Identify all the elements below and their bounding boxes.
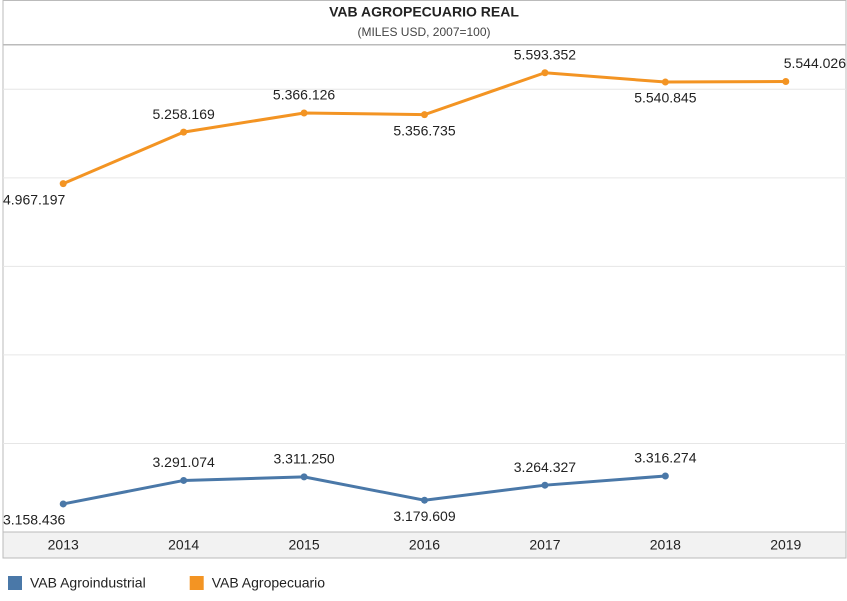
- data-point: [59, 180, 67, 188]
- x-tick-label: 2013: [48, 537, 79, 553]
- data-point: [541, 69, 549, 77]
- x-tick-label: 2015: [288, 537, 319, 553]
- legend-label: VAB Agroindustrial: [30, 575, 146, 591]
- data-point: [180, 476, 188, 484]
- x-tick-label: 2014: [168, 537, 199, 553]
- data-label: 5.258.169: [152, 106, 214, 122]
- legend-label: VAB Agropecuario: [212, 575, 326, 591]
- data-label: 3.311.250: [273, 451, 334, 467]
- data-label: 5.540.845: [634, 90, 696, 106]
- plot-area: [2, 44, 847, 533]
- data-label: 3.316.274: [634, 450, 696, 466]
- data-point: [661, 78, 669, 86]
- data-point: [782, 77, 790, 85]
- data-label: 3.264.327: [514, 459, 576, 475]
- chart-title: VAB AGROPECUARIO REAL: [329, 4, 519, 20]
- data-point: [421, 496, 428, 504]
- data-label: 5.366.126: [273, 87, 335, 103]
- x-axis-strip: [2, 531, 847, 559]
- data-point: [180, 128, 188, 136]
- x-tick-label: 2019: [770, 537, 801, 553]
- data-label: 5.544.026: [784, 55, 846, 71]
- legend-swatch: [8, 576, 22, 590]
- data-label: 5.593.352: [514, 46, 576, 62]
- data-point: [661, 472, 669, 480]
- x-tick-label: 2017: [529, 537, 560, 553]
- data-point: [59, 500, 67, 508]
- data-point: [300, 109, 308, 117]
- data-point: [421, 111, 428, 119]
- data-point: [300, 473, 308, 481]
- chart-subtitle: (MILES USD, 2007=100): [357, 25, 490, 39]
- x-tick-label: 2016: [409, 537, 440, 553]
- data-label: 3.158.436: [3, 512, 65, 528]
- series-line: [62, 474, 666, 506]
- data-label: 5.356.735: [393, 122, 455, 138]
- x-tick-label: 2018: [650, 537, 681, 553]
- data-point: [541, 481, 549, 489]
- data-label: 3.179.609: [393, 508, 455, 524]
- legend-swatch: [189, 576, 204, 590]
- title-box: [2, 0, 847, 45]
- data-label: 4.967.197: [3, 191, 65, 207]
- data-label: 3.291.074: [152, 454, 214, 470]
